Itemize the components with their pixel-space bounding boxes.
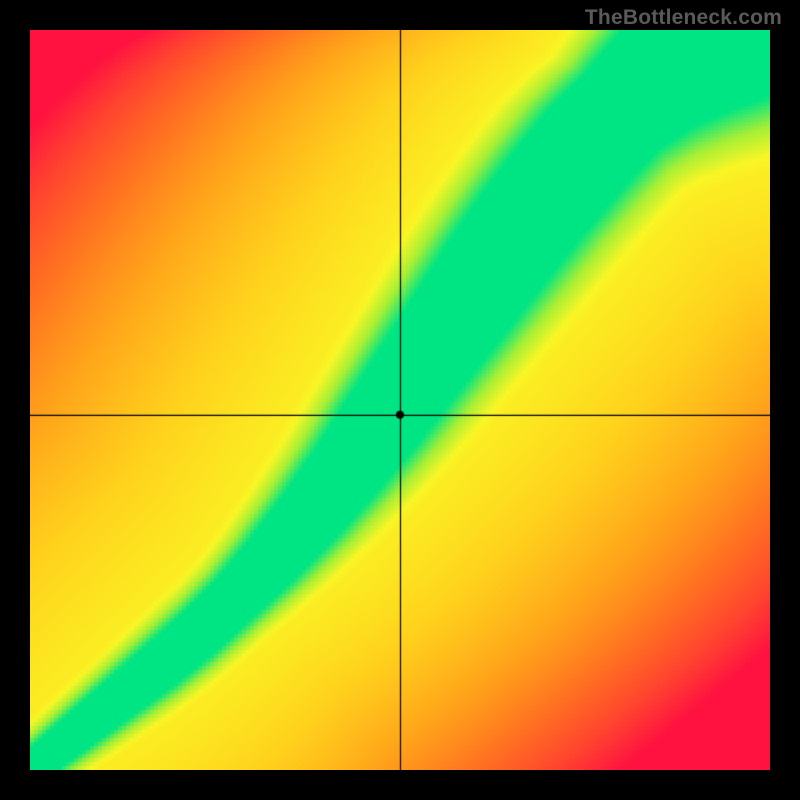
chart-container: TheBottleneck.com: [0, 0, 800, 800]
bottleneck-heatmap: [30, 30, 770, 770]
watermark-text: TheBottleneck.com: [585, 6, 782, 30]
